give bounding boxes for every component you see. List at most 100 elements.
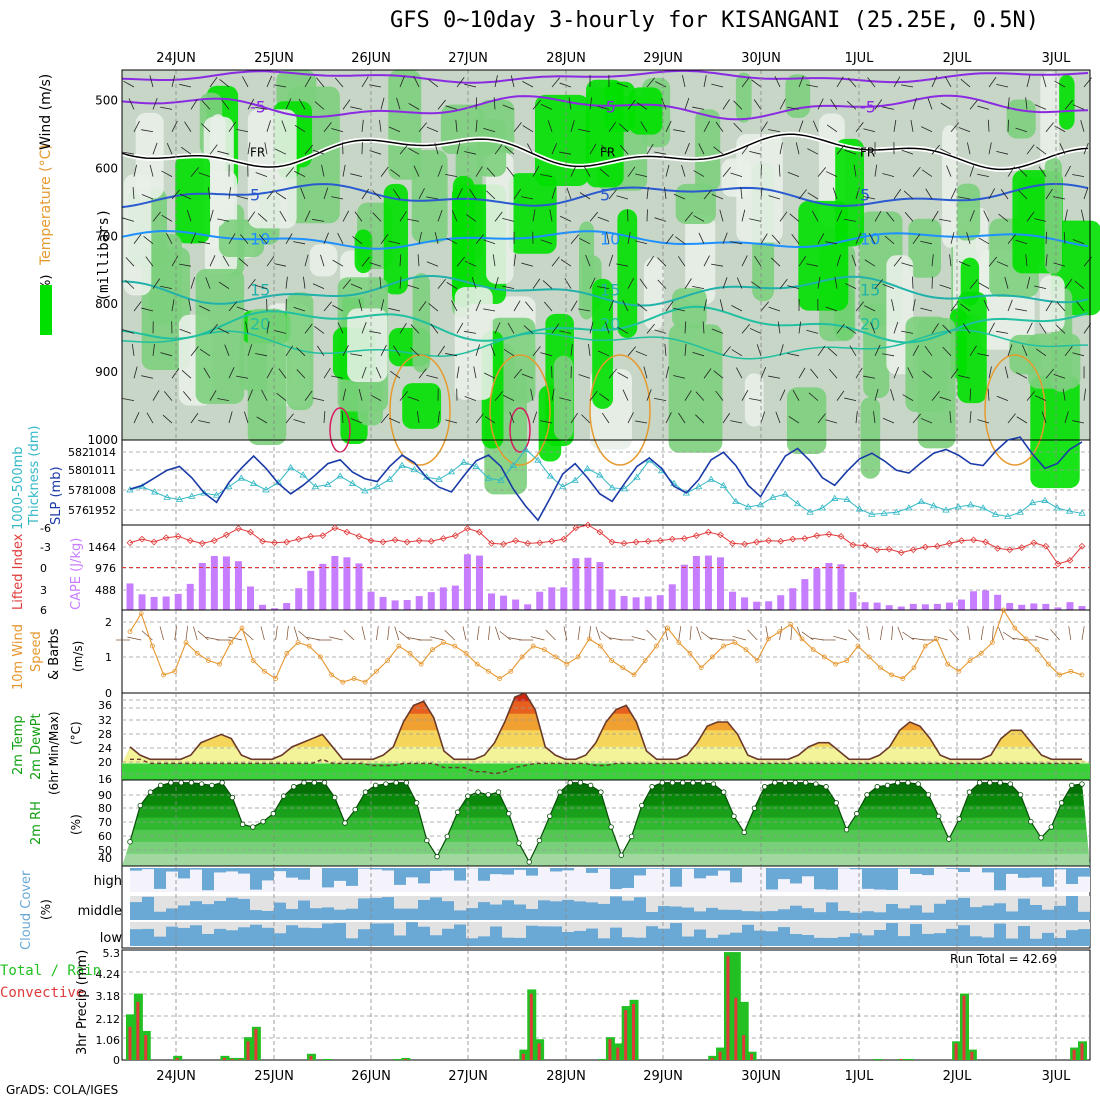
- li-point: [644, 537, 652, 545]
- cloud-cell: [130, 929, 142, 946]
- wind-barb: [901, 84, 914, 88]
- wind-barb: [787, 285, 800, 289]
- cloud-cell: [250, 924, 262, 946]
- wind-barb: [209, 77, 218, 88]
- wind-barb: [426, 261, 439, 267]
- wind-barb: [502, 104, 515, 110]
- cape-bar: [367, 591, 375, 610]
- wind-barb: [636, 102, 648, 110]
- wind-barb: [375, 367, 382, 379]
- wind-barb: [1015, 308, 1028, 312]
- wind-barb: [882, 173, 895, 177]
- wind-speed-point: [407, 650, 413, 656]
- cloud-cell: [178, 905, 190, 920]
- wind-barb: [266, 120, 271, 132]
- wind-barb: [996, 395, 1009, 401]
- wind-barb: [293, 306, 306, 312]
- wind-barb: [294, 124, 306, 133]
- cloud-cell: [490, 868, 502, 875]
- rh2m-point: [782, 779, 788, 786]
- cloud-cell: [562, 899, 574, 920]
- cloud-cell: [154, 936, 166, 946]
- cape-bar: [777, 595, 785, 610]
- date-label-top: 26JUN: [351, 51, 391, 66]
- wind-barb: [836, 254, 841, 267]
- wind-barb: [160, 285, 173, 289]
- wind-barb: [358, 299, 363, 312]
- wind-barb: [369, 262, 382, 267]
- cloud-cell: [586, 868, 598, 873]
- rh-shade-cell: [685, 215, 716, 305]
- wind-barb: [657, 279, 667, 289]
- thickness-point: [385, 475, 394, 482]
- wind-barb: [665, 301, 674, 312]
- wind-speed-point: [194, 650, 200, 656]
- cloud-cell: [502, 900, 514, 920]
- thickness-point: [793, 499, 802, 507]
- wind-barb: [740, 187, 743, 200]
- wind-barb: [977, 353, 990, 357]
- wind-speed-point: [497, 676, 503, 681]
- wind-barb: [922, 370, 933, 379]
- wind-barb: [1025, 254, 1028, 267]
- cloud-cell: [1006, 868, 1018, 874]
- li-point: [379, 538, 387, 546]
- wind-barb: [893, 366, 899, 379]
- wind-barb: [874, 164, 878, 177]
- li-point: [825, 530, 833, 538]
- cloud-cell: [538, 926, 550, 946]
- precip-convective-bar: [616, 1047, 620, 1060]
- cloud-cell: [958, 868, 970, 872]
- cloud-cell: [586, 902, 598, 920]
- pressure-tick: 600: [95, 161, 118, 175]
- wind-barb: [817, 345, 826, 357]
- wind-barb: [570, 234, 579, 245]
- wind-barb: [944, 76, 952, 88]
- wind-barb: [730, 172, 743, 177]
- wind-barb: [1083, 187, 1089, 200]
- cloud-cell: [250, 868, 262, 890]
- cloud-label: Cloud Cover: [19, 870, 34, 950]
- warm-contour: [489, 354, 551, 466]
- wind-speed-point: [642, 658, 648, 663]
- wind-barb: [713, 146, 724, 155]
- cloud-cell: [442, 868, 454, 871]
- li-point: [717, 531, 724, 539]
- li-point: [970, 536, 977, 544]
- li-point: [921, 543, 929, 551]
- wind-barb: [749, 398, 762, 402]
- cloud-cell: [622, 900, 634, 920]
- wind-barb: [304, 144, 313, 155]
- wind-barb-10m: [790, 626, 793, 641]
- thickness-point: [843, 495, 851, 502]
- rh-shade-cell: [668, 324, 723, 453]
- contour-label: 20: [250, 315, 270, 334]
- wind-speed-point: [373, 668, 379, 674]
- wind-barb: [456, 188, 463, 200]
- thickness-point: [806, 508, 814, 515]
- wind-barb: [768, 129, 781, 133]
- wind-barb: [904, 212, 914, 222]
- rh2m-point: [690, 779, 696, 786]
- rh-shade-cell: [695, 109, 721, 192]
- rh-shade-cell: [744, 373, 764, 427]
- contour-label: 5: [250, 186, 260, 205]
- cloud-cell: [958, 897, 970, 920]
- cloud-cell: [682, 907, 694, 920]
- wind-barb: [469, 188, 477, 200]
- wind-barb: [255, 106, 268, 110]
- cape-bar: [729, 591, 737, 610]
- wind-barb: [741, 144, 750, 155]
- wind-barb: [791, 234, 800, 245]
- cape-bar: [885, 605, 893, 610]
- wind-barb: [646, 187, 649, 200]
- cape-bar: [753, 601, 761, 610]
- wind-barb: [589, 97, 593, 110]
- wind-barb: [1053, 262, 1066, 267]
- cape-bar: [512, 599, 520, 610]
- cloud-cell: [454, 910, 466, 920]
- cloud-cell: [166, 926, 178, 946]
- wind-barb: [827, 347, 838, 357]
- rh2m-point: [352, 806, 358, 813]
- li-point: [319, 532, 327, 540]
